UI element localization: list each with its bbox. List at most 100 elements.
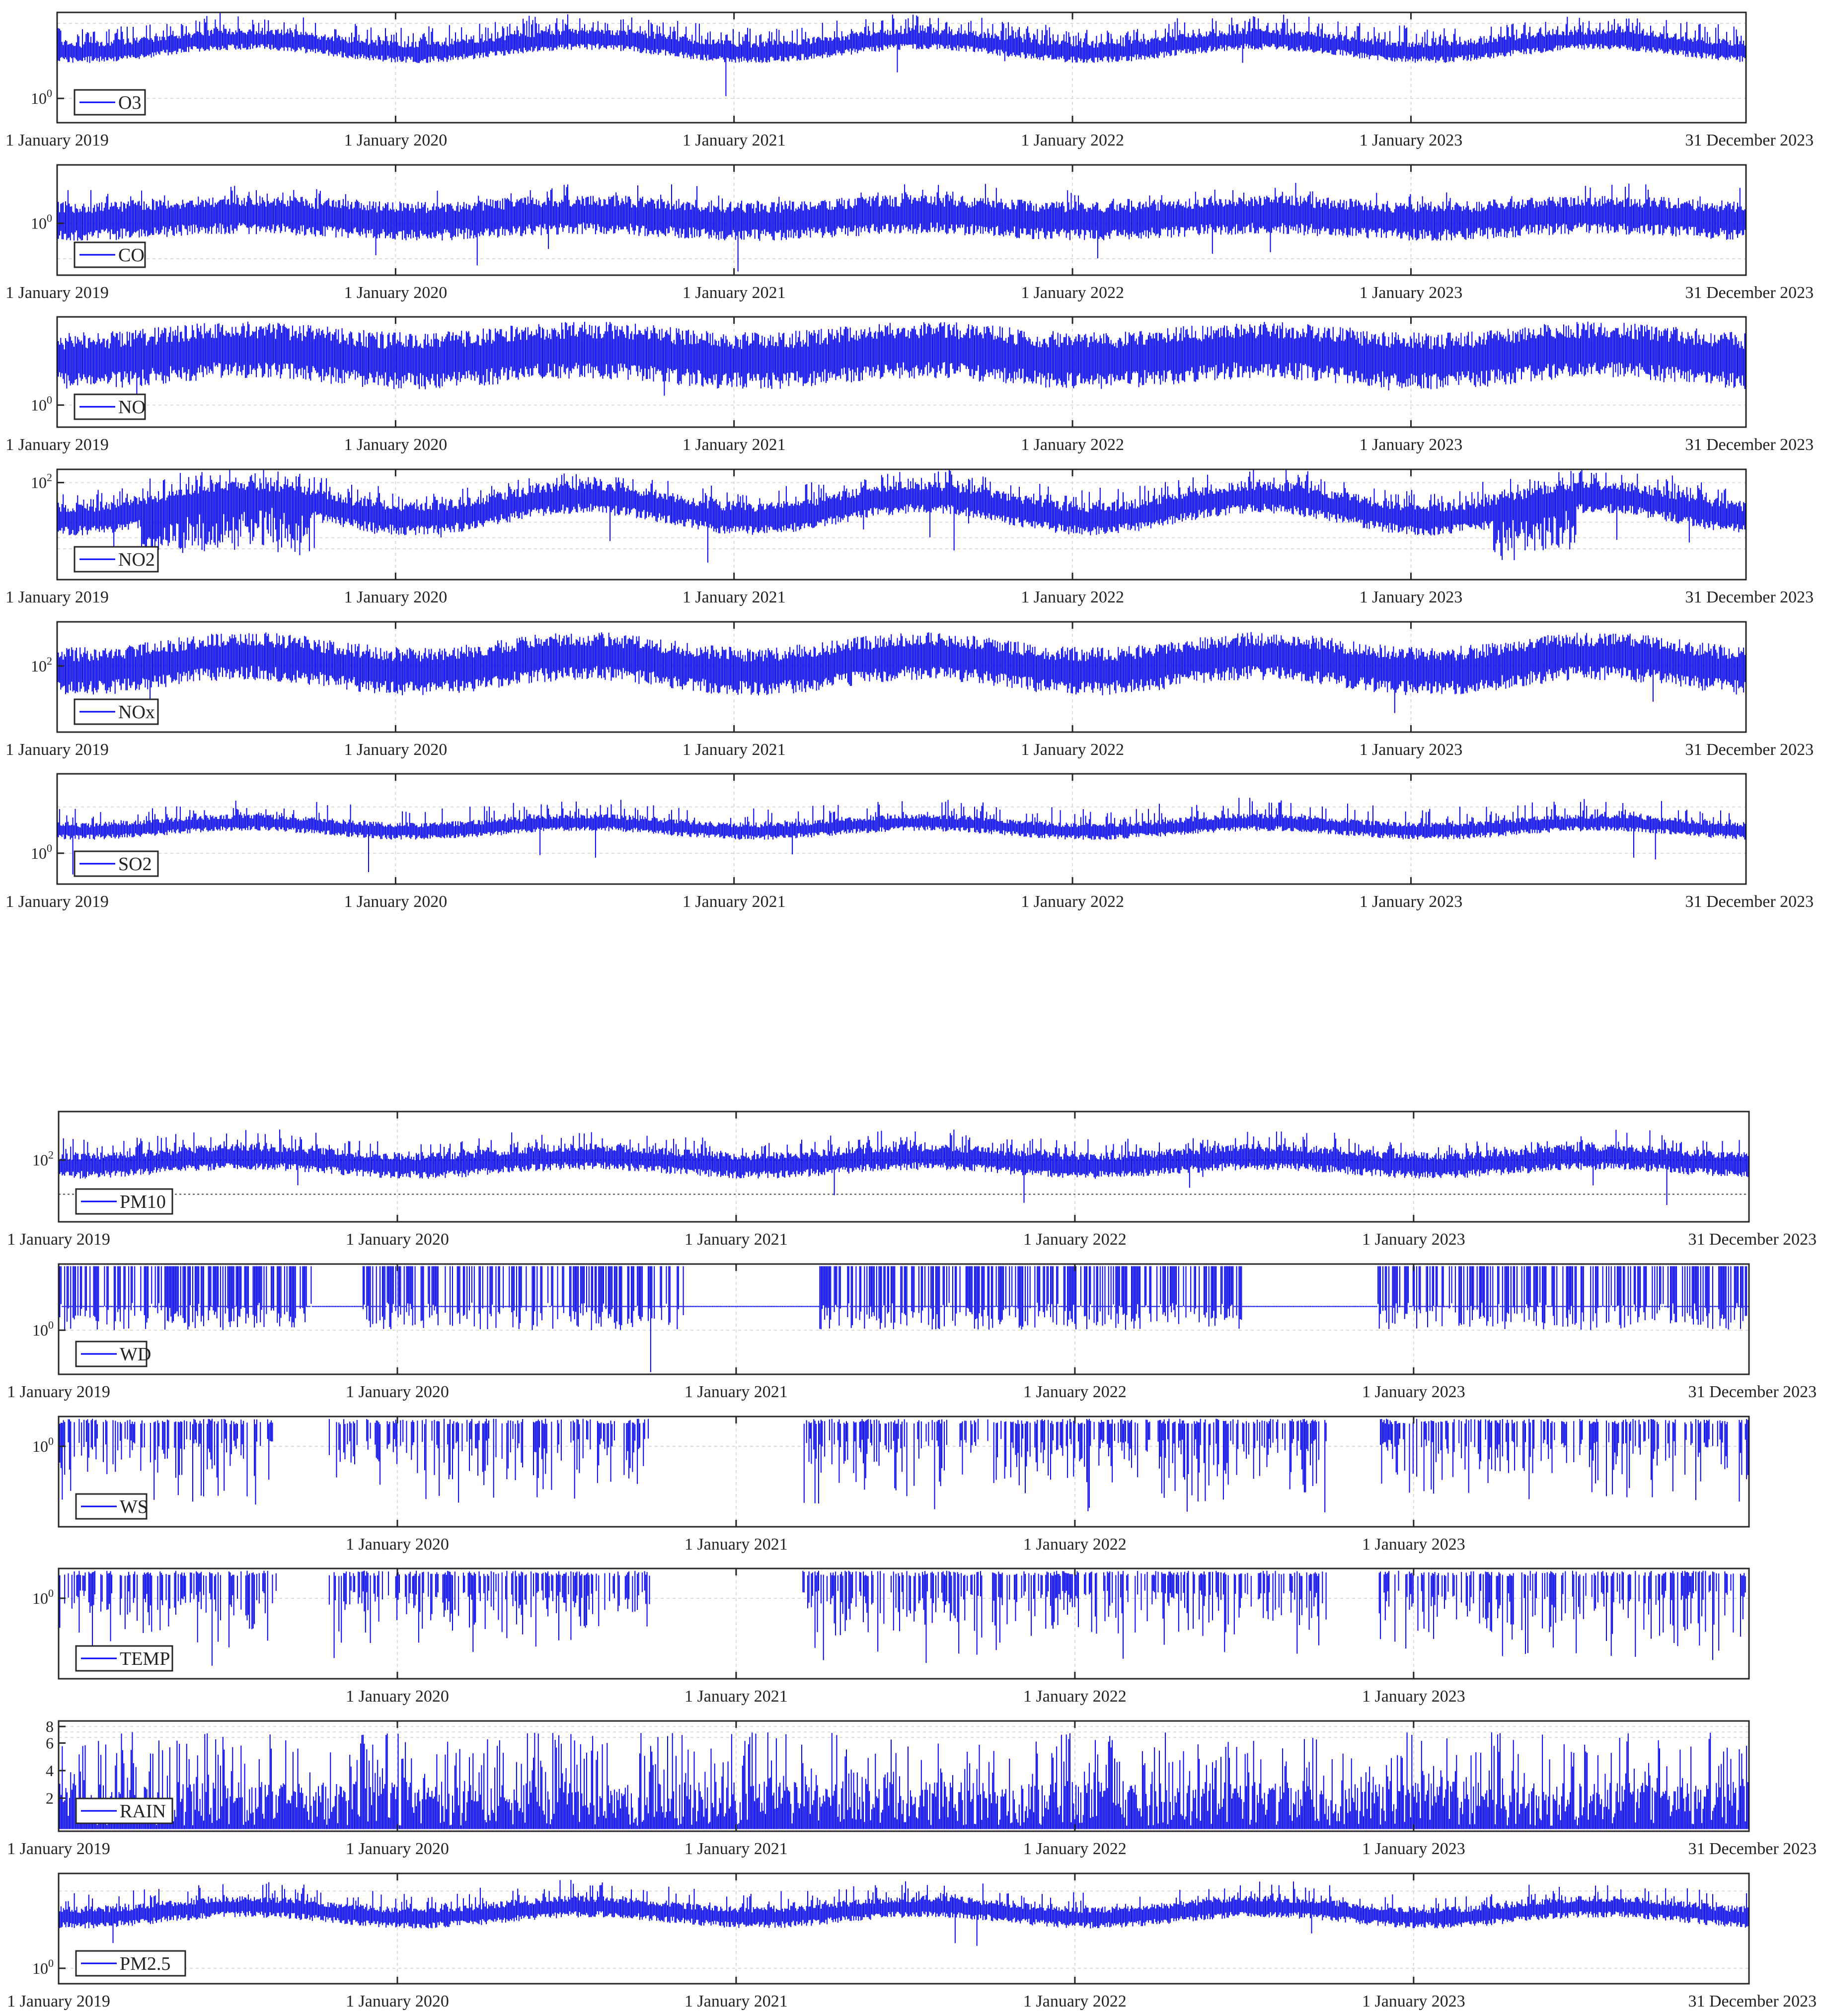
y-tick-exponent: 2 [47,471,52,484]
legend-label: NOx [118,702,155,723]
y-tick-label: 102 [31,471,52,492]
y-tick-base: 6 [46,1734,54,1752]
y-tick-exponent: 0 [47,842,52,854]
x-tick-label: 1 January 2022 [1021,893,1124,911]
x-tick-label: 1 January 2020 [346,1840,449,1858]
y-tick-label: 100 [32,1957,54,1977]
legend: SO2 [74,850,159,877]
y-tick-base: 10 [31,657,47,675]
x-tick-label: 31 December 2023 [1685,131,1814,149]
legend: PM10 [75,1188,173,1215]
axes-frame [56,316,1747,428]
panel-pm2-5: 1 January 2019 1 January 2020 1 January 20… [7,1872,1817,2011]
legend-label: PM10 [120,1192,166,1212]
y-tick-label: 100 [31,394,52,414]
x-tick-label: 1 January 2020 [344,893,447,911]
axes-frame [58,1416,1750,1528]
y-tick-base: 8 [46,1717,54,1735]
y-tick-base: 2 [46,1789,54,1807]
y-tick-exponent: 0 [48,1435,54,1447]
y-tick-label: 100 [32,1435,54,1455]
legend-label: CO [118,245,145,266]
legend-label: NO2 [118,549,155,570]
y-tick-base: 10 [31,474,47,492]
y-tick-label: 102 [32,1149,54,1169]
x-tick-label: 1 January 2019 [7,1230,110,1249]
x-tick-label: 1 January 2020 [344,284,447,302]
y-tick-base: 4 [46,1762,54,1780]
panel-wd: 1 January 2019 1 January 2020 1 January 20… [7,1263,1817,1401]
y-tick-base: 10 [32,1589,48,1607]
y-tick-base: 10 [32,1437,48,1455]
legend-label: WS [120,1496,148,1517]
x-tick-label: 1 January 2021 [684,1992,788,2011]
x-tick-label: 1 January 2022 [1021,436,1124,454]
legend: WD [75,1341,151,1367]
y-tick-exponent: 0 [47,394,52,406]
x-tick-label: 1 January 2021 [683,741,786,759]
y-tick-exponent: 2 [48,1149,54,1161]
x-tick-label: 1 January 2019 [7,1992,110,2011]
x-tick-label: 1 January 2021 [683,588,786,606]
legend-label: NO [118,397,146,418]
panel-o3: 1 January 2019 1 January 2020 1 January 20… [5,11,1814,149]
x-tick-label: 1 January 2023 [1362,1383,1465,1401]
x-tick-label: 1 January 2023 [1360,588,1463,606]
x-tick-label: 1 January 2022 [1021,741,1124,759]
x-tick-label: 31 December 2023 [1685,436,1814,454]
legend: RAIN [75,1797,173,1824]
x-tick-label: 1 January 2022 [1023,1992,1127,2011]
x-tick-label: 1 January 2019 [5,588,109,606]
plot-area [59,1264,1749,1374]
panel-no: 1 January 2019 1 January 2020 1 January 20… [5,316,1814,454]
y-tick-label: 100 [31,87,52,107]
panel-co: 1 January 2019 1 January 2020 1 January 20… [5,164,1814,302]
y-tick-base: 10 [32,1151,48,1169]
x-tick-label: 1 January 2023 [1362,1687,1465,1706]
plot-area [59,1873,1749,1984]
x-tick-label: 1 January 2022 [1023,1535,1127,1554]
x-tick-label: 1 January 2019 [5,893,109,911]
x-tick-label: 1 January 2021 [684,1230,788,1249]
legend-label: TEMP [120,1648,170,1669]
x-tick-label: 1 January 2020 [344,588,447,606]
x-tick-label: 1 January 2023 [1360,893,1463,911]
x-tick-label: 1 January 2023 [1360,436,1463,454]
y-tick-label: 4 [46,1762,54,1780]
y-tick-label: 100 [31,212,52,232]
x-tick-label: 1 January 2020 [346,1992,449,2011]
x-tick-label: 1 January 2021 [684,1687,788,1706]
y-tick-exponent: 0 [48,1957,54,1969]
y-tick-label: 100 [31,842,52,862]
x-tick-label: 1 January 2022 [1021,284,1124,302]
x-tick-label: 1 January 2023 [1362,1230,1465,1249]
y-tick-base: 10 [31,215,47,232]
x-tick-label: 1 January 2019 [5,436,109,454]
x-tick-label: 1 January 2019 [5,741,109,759]
x-tick-label: 1 January 2019 [5,131,109,149]
axes-frame [58,1111,1750,1223]
x-tick-label: 1 January 2023 [1362,1992,1465,2011]
axes-frame [56,773,1747,885]
x-tick-label: 1 January 2019 [7,1383,110,1401]
axes-frame [58,1263,1750,1375]
plot-area [59,1568,1749,1679]
legend-label: RAIN [120,1801,166,1822]
x-tick-label: 1 January 2019 [7,1840,110,1858]
x-tick-label: 1 January 2021 [684,1535,788,1554]
x-tick-label: 31 December 2023 [1685,741,1814,759]
legend: CO [74,241,146,268]
x-tick-label: 1 January 2023 [1362,1840,1465,1858]
panel-rain: 1 January 2019 1 January 2020 1 January 20… [7,1717,1817,1858]
x-tick-label: 1 January 2023 [1360,284,1463,302]
x-tick-label: 1 January 2021 [683,436,786,454]
panel-temp: 1 January 2020 1 January 2021 1 January 20… [32,1568,1750,1706]
legend: TEMP [75,1645,173,1672]
y-tick-label: 100 [32,1319,54,1339]
x-tick-label: 31 December 2023 [1688,1230,1817,1249]
x-tick-label: 31 December 2023 [1688,1992,1817,2011]
x-tick-label: 31 December 2023 [1685,284,1814,302]
x-tick-label: 1 January 2023 [1362,1535,1465,1554]
x-tick-label: 1 January 2023 [1360,741,1463,759]
y-tick-exponent: 0 [48,1319,54,1331]
